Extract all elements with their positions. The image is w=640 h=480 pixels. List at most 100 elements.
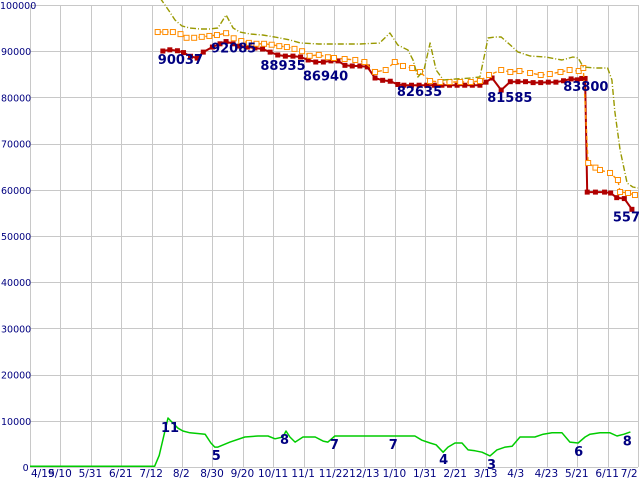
data-point-marker: [275, 52, 281, 58]
data-point-marker: [486, 71, 493, 78]
data-point-marker: [553, 79, 559, 85]
y-tick-label: 100000: [0, 1, 36, 12]
data-point-marker: [387, 78, 393, 84]
x-tick-label: 9/20: [231, 468, 255, 480]
data-point-marker: [335, 58, 341, 64]
data-point-marker: [454, 82, 460, 88]
data-point-marker: [217, 41, 223, 47]
data-point-marker: [409, 65, 416, 72]
data-point-marker: [584, 189, 590, 195]
data-point-marker: [462, 82, 468, 88]
data-point-marker: [546, 71, 553, 78]
x-tick-label: 1/31: [413, 468, 437, 480]
data-point-marker: [283, 44, 290, 51]
x-tick-label: 6/11: [595, 468, 619, 480]
data-point-marker: [602, 189, 608, 195]
data-point-marker: [372, 68, 379, 75]
x-tick-label: 5/21: [565, 468, 589, 480]
data-point-marker: [230, 35, 237, 42]
data-point-marker: [290, 53, 296, 59]
data-point-marker: [320, 59, 326, 65]
data-point-marker: [424, 82, 430, 88]
data-point-marker: [489, 75, 495, 81]
x-tick-label: 5/31: [79, 468, 103, 480]
x-tick-label: 4/3: [507, 468, 524, 480]
value-label: 81585: [487, 91, 532, 106]
data-point-marker: [507, 79, 513, 85]
data-point-marker: [437, 79, 444, 86]
y-tick-label: 40000: [1, 278, 31, 289]
data-point-marker: [238, 38, 245, 45]
data-point-marker: [331, 54, 337, 61]
data-point-marker: [245, 39, 252, 46]
data-point-marker: [223, 30, 230, 37]
data-point-marker: [357, 63, 363, 69]
value-label: 86940: [303, 69, 348, 84]
x-tick-label: 7/12: [139, 468, 163, 480]
value-label: 4: [439, 453, 448, 468]
data-point-marker: [181, 50, 187, 56]
value-label: 88935: [260, 59, 305, 74]
data-point-marker: [223, 39, 229, 45]
x-tick-label: 7/2: [621, 468, 638, 480]
data-point-marker: [324, 54, 331, 61]
data-point-marker: [582, 75, 588, 81]
data-point-marker: [282, 53, 288, 59]
data-point-marker: [313, 59, 319, 65]
data-point-marker: [268, 41, 275, 48]
data-point-marker: [342, 62, 348, 68]
x-tick-label: 4/23: [535, 468, 559, 480]
data-point-marker: [446, 79, 453, 86]
gridlines: [30, 5, 639, 468]
x-tick-label: 8/2: [173, 468, 190, 480]
data-point-marker: [431, 82, 437, 88]
data-point-marker: [545, 79, 551, 85]
data-point-marker: [253, 40, 260, 47]
y-tick-label: 30000: [1, 324, 31, 335]
data-point-marker: [261, 40, 268, 47]
volume-green: [30, 417, 631, 468]
data-point-marker: [585, 160, 592, 167]
data-point-marker: [507, 68, 514, 75]
data-point-marker: [409, 82, 415, 88]
data-point-marker: [561, 78, 567, 84]
x-tick-label: 1/10: [383, 468, 407, 480]
y-tick-label: 60000: [1, 186, 31, 197]
data-point-marker: [477, 82, 483, 88]
data-point-marker: [364, 64, 370, 70]
data-point-marker: [244, 44, 250, 50]
x-tick-label: 3/13: [474, 468, 498, 480]
data-point-marker: [467, 79, 474, 86]
data-point-marker: [183, 34, 190, 41]
data-point-marker: [391, 59, 398, 66]
data-point-marker: [174, 48, 180, 54]
value-label: 83800: [563, 80, 608, 95]
data-point-marker: [416, 82, 422, 88]
data-point-marker: [592, 189, 598, 195]
y-axis-labels: 0 10000 20000 30000 40000 50000 60000 70000 8000…: [0, 1, 36, 474]
data-point-marker: [380, 77, 386, 83]
y-tick-label: 0: [23, 463, 29, 474]
data-point-marker: [154, 29, 161, 36]
data-point-marker: [631, 192, 638, 199]
x-tick-label: 11/1: [291, 468, 315, 480]
value-label: 82635: [397, 85, 442, 100]
value-label: 7: [330, 438, 339, 453]
data-point-marker: [206, 32, 213, 39]
data-point-marker: [315, 51, 322, 58]
data-point-marker: [617, 189, 624, 196]
value-label: 6: [574, 445, 583, 460]
data-point-marker: [621, 196, 627, 202]
data-point-marker: [306, 52, 313, 59]
y-tick-label: 80000: [1, 93, 31, 104]
data-point-marker: [213, 32, 220, 39]
data-point-marker: [209, 44, 215, 50]
data-point-marker: [252, 45, 258, 51]
data-point-marker: [427, 77, 434, 84]
data-point-marker: [568, 76, 574, 82]
data-point-marker: [276, 43, 283, 50]
data-point-marker: [447, 82, 453, 88]
x-tick-label: 10/11: [258, 468, 288, 480]
value-label: 8: [280, 433, 289, 448]
